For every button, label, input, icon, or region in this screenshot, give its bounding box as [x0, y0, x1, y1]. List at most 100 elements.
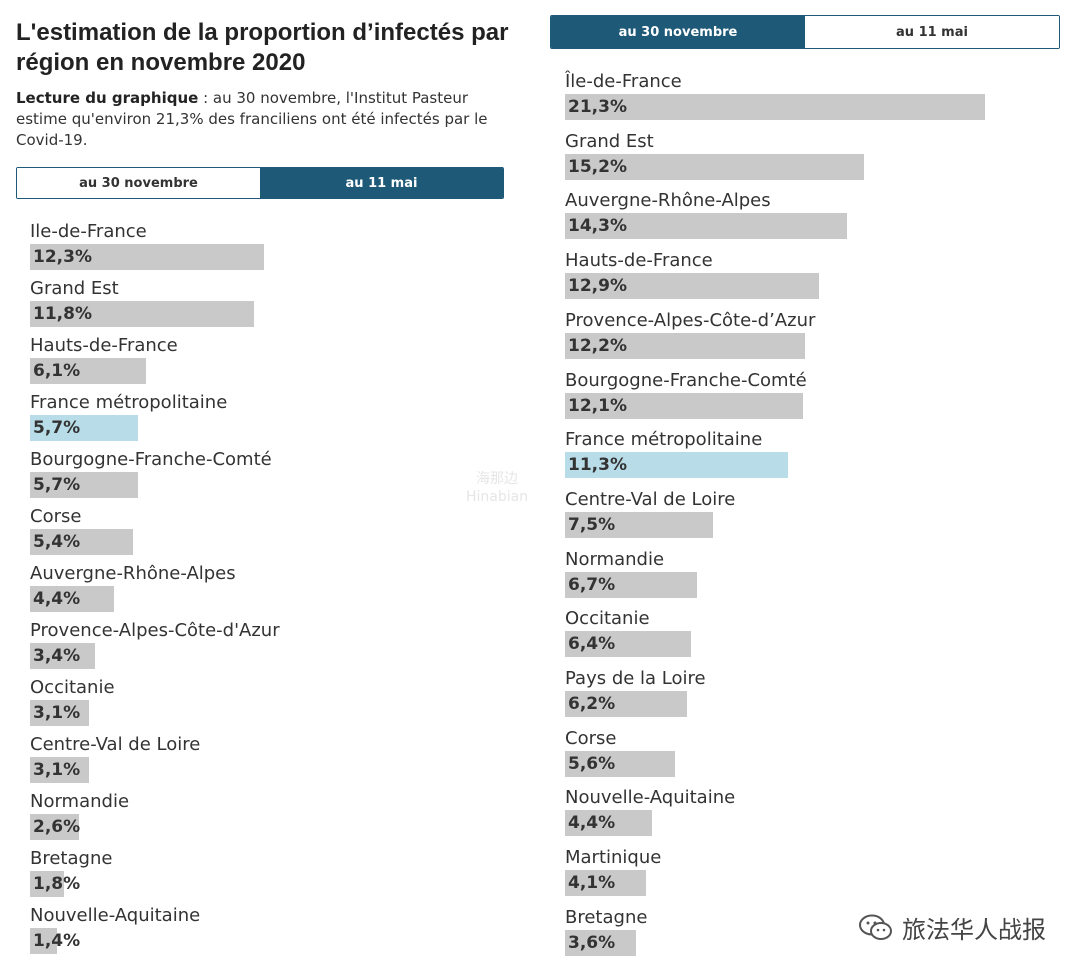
tab-30-novembre[interactable]: au 30 novembre	[551, 16, 805, 48]
bar-container: 6,4%	[565, 631, 692, 658]
region-label: Hauts-de-France	[565, 250, 713, 272]
bar-row: Nouvelle-Aquitaine 1,4%	[30, 904, 200, 954]
right-tab-bar: au 30 novembre au 11 mai	[550, 15, 1060, 49]
bar-row: Normandie 6,7%	[565, 548, 697, 598]
bar-container: 4,4%	[30, 586, 236, 612]
region-label: Martinique	[565, 847, 662, 869]
value-label: 12,1%	[568, 395, 627, 416]
bar	[30, 415, 139, 441]
bar-row: Bretagne 3,6%	[565, 906, 647, 956]
value-label: 6,7%	[568, 574, 616, 595]
value-label: 12,3%	[33, 247, 92, 267]
value-label: 5,7%	[33, 475, 81, 495]
bar-row: Bretagne 1,8%	[30, 847, 112, 897]
wechat-icon	[859, 914, 892, 940]
value-label: 12,9%	[568, 276, 627, 297]
region-label: Grand Est	[30, 278, 119, 299]
bar	[30, 643, 95, 669]
bar	[565, 929, 636, 956]
bar-row: France métropolitaine 5,7%	[30, 391, 227, 441]
bar-row: Pays de la Loire 6,2%	[565, 667, 706, 717]
value-label: 11,3%	[568, 455, 627, 476]
bar-container: 3,1%	[30, 757, 200, 783]
bar-row: Auvergne-Rhône-Alpes 14,3%	[565, 189, 847, 240]
value-label: 5,6%	[568, 753, 616, 774]
value-label: 3,6%	[568, 932, 616, 953]
bar-container: 6,7%	[565, 571, 697, 598]
region-label: France métropolitaine	[565, 429, 763, 451]
value-label: 4,4%	[568, 813, 616, 834]
reading-label: Lecture du graphique	[16, 89, 199, 107]
bar	[565, 571, 697, 598]
tab-11-mai[interactable]: au 11 mai	[260, 168, 503, 198]
region-label: Centre-Val de Loire	[565, 488, 736, 510]
bar-container: 14,3%	[565, 213, 847, 240]
watermark-text: 旅法华人战报	[902, 916, 1046, 944]
bar-row: Hauts-de-France 6,1%	[30, 334, 178, 384]
bar-container: 15,2%	[565, 153, 865, 180]
region-label: Ile-de-France	[30, 221, 147, 242]
value-label: 21,3%	[568, 97, 627, 117]
bar-row: Ile-de-France 12,3%	[30, 220, 264, 270]
bar	[30, 700, 89, 726]
region-label: Centre-Val de Loire	[30, 734, 201, 755]
bar-container: 6,2%	[565, 691, 706, 717]
faint-watermark-line2: Hinabian	[466, 489, 529, 505]
bar-row: France métropolitaine 11,3%	[565, 428, 788, 479]
bar-container: 5,7%	[30, 415, 227, 441]
region-label: Provence-Alpes-Côte-d’Azur	[565, 309, 816, 331]
region-label: Bretagne	[565, 906, 648, 928]
value-label: 3,1%	[33, 703, 81, 723]
bar-container: 12,3%	[30, 244, 264, 270]
bar-container: 3,6%	[565, 929, 647, 956]
value-label: 1,4%	[33, 931, 81, 951]
bar-row: Normandie 2,6%	[30, 790, 129, 840]
bar-row: Occitanie 3,1%	[30, 676, 115, 726]
region-label: Nouvelle-Aquitaine	[565, 787, 736, 809]
bar-row: Martinique 4,1%	[565, 846, 662, 897]
region-label: Hauts-de-France	[30, 335, 178, 356]
bar	[30, 358, 146, 384]
bar	[565, 392, 804, 419]
bar	[565, 332, 806, 359]
bar-container: 3,4%	[30, 643, 280, 669]
region-label: Auvergne-Rhône-Alpes	[30, 563, 236, 584]
bar	[565, 631, 692, 658]
value-label: 5,7%	[33, 418, 81, 438]
region-label: Bourgogne-Franche-Comté	[30, 449, 272, 470]
bar-container: 7,5%	[565, 511, 735, 538]
value-label: 14,3%	[568, 216, 627, 237]
bar	[565, 153, 865, 180]
value-label: 2,6%	[33, 817, 81, 837]
bar	[565, 691, 688, 717]
bar-container: 1,8%	[30, 871, 112, 897]
region-label: Corse	[30, 506, 82, 527]
bar-row: Bourgogne-Franche-Comté 12,1%	[565, 369, 807, 419]
tab-30-novembre[interactable]: au 30 novembre	[17, 168, 260, 198]
tab-11-mai[interactable]: au 11 mai	[805, 16, 1059, 48]
bar-container: 12,1%	[565, 392, 807, 419]
region-label: Nouvelle-Aquitaine	[30, 905, 201, 926]
bar-container: 2,6%	[30, 814, 129, 840]
value-label: 6,4%	[568, 634, 616, 655]
region-label: Auvergne-Rhône-Alpes	[565, 190, 771, 212]
region-label: Corse	[565, 727, 617, 749]
bar	[565, 870, 646, 897]
bar-row: Centre-Val de Loire 7,5%	[565, 488, 735, 538]
value-label: 4,1%	[568, 873, 616, 894]
bar-row: Corse 5,6%	[565, 727, 676, 777]
value-label: 5,4%	[33, 532, 81, 552]
bar	[565, 810, 652, 837]
bar-row: Centre-Val de Loire 3,1%	[30, 733, 200, 783]
bar-container: 6,1%	[30, 358, 178, 384]
bar-row: Occitanie 6,4%	[565, 607, 692, 658]
bar-container: 11,3%	[565, 452, 788, 479]
bar	[565, 94, 985, 120]
bar-container: 3,1%	[30, 700, 115, 726]
faint-watermark-line1: 海那边	[476, 471, 519, 487]
bar-row: Provence-Alpes-Côte-d'Azur 3,4%	[30, 619, 280, 669]
value-label: 3,1%	[33, 760, 81, 780]
bar	[30, 814, 80, 840]
region-label: Occitanie	[565, 608, 650, 630]
bar	[30, 301, 255, 327]
